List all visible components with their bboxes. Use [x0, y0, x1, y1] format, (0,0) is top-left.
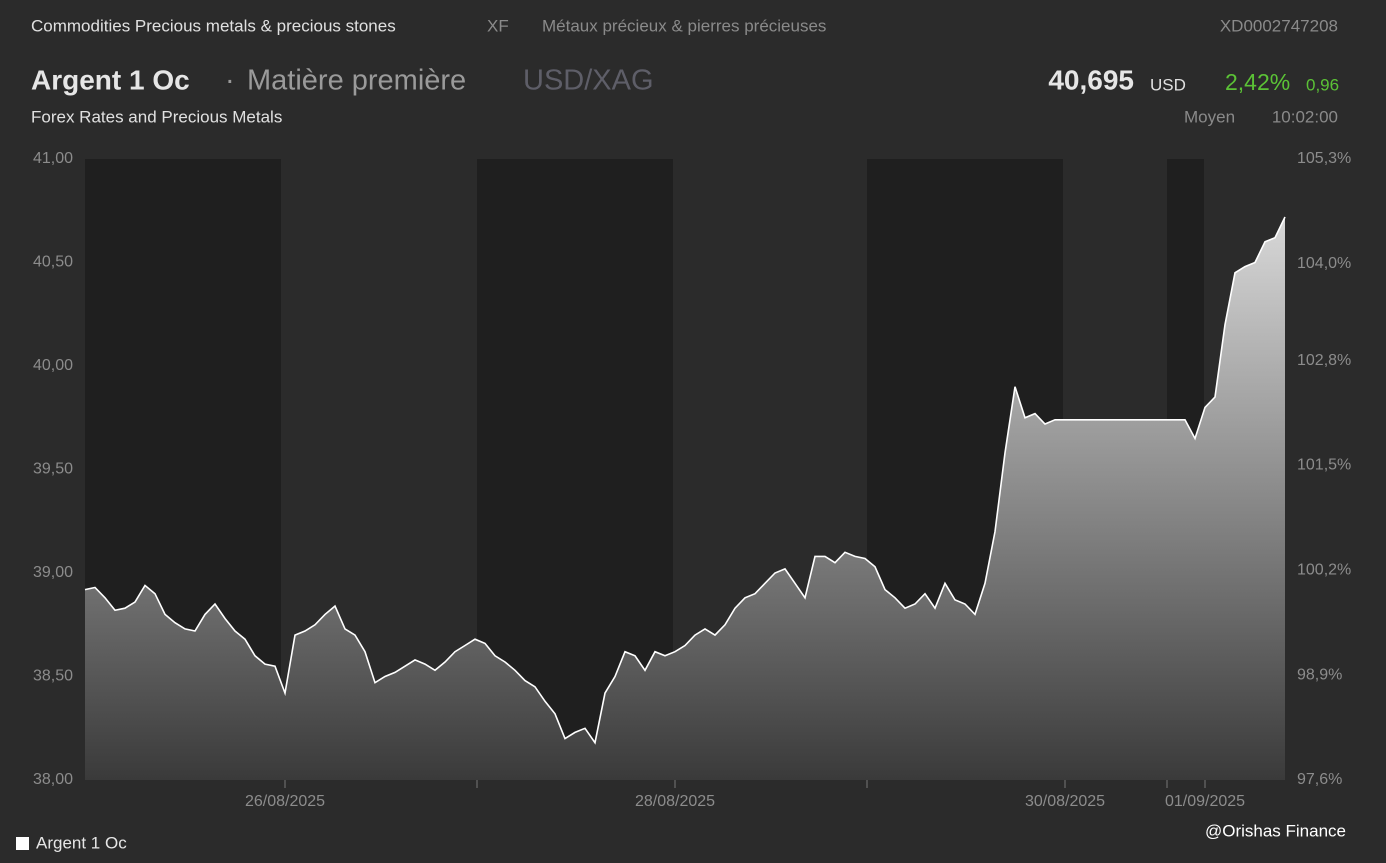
y-tick-label: 39,00	[33, 564, 73, 581]
y-tick-label: 39,50	[33, 461, 73, 478]
currency: USD	[1150, 75, 1186, 94]
y-tick-label: 40,50	[33, 254, 73, 271]
y2-tick-label: 98,9%	[1297, 666, 1342, 683]
y2-tick-label: 101,5%	[1297, 457, 1351, 474]
y-tick-label: 41,00	[33, 150, 73, 167]
y2-tick-label: 102,8%	[1297, 352, 1351, 369]
source: Forex Rates and Precious Metals	[31, 107, 282, 126]
area-fill	[85, 217, 1285, 780]
price-line	[84, 216, 1286, 745]
breadcrumb[interactable]: Métaux précieux & pierres précieuses	[542, 16, 826, 35]
y2-tick-label: 104,0%	[1297, 255, 1351, 272]
breadcrumb[interactable]: XF	[487, 16, 509, 35]
y2-tick-label: 105,3%	[1297, 150, 1351, 167]
legend-label[interactable]: Argent 1 Oc	[36, 833, 127, 852]
unlabeled-ticks	[476, 780, 1168, 788]
change: 0,96	[1306, 75, 1339, 94]
isin: XD0002747208	[1220, 16, 1338, 35]
x-tick-label: 30/08/2025	[1025, 793, 1105, 810]
price-type: Moyen	[1184, 107, 1235, 126]
pair: USD/XAG	[523, 65, 654, 97]
legend-swatch	[16, 837, 29, 850]
category: Matière première	[247, 65, 466, 97]
x-tick-label: 01/09/2025	[1165, 793, 1245, 810]
x-tick-label: 28/08/2025	[635, 793, 715, 810]
price: 40,695	[1048, 64, 1134, 95]
instrument-name: Argent 1 Oc	[31, 64, 190, 95]
y-tick-label: 38,50	[33, 668, 73, 685]
y2-tick-label: 97,6%	[1297, 771, 1342, 788]
breadcrumb[interactable]: Commodities Precious metals & precious s…	[31, 16, 396, 35]
y-tick-label: 40,00	[33, 357, 73, 374]
time: 10:02:00	[1272, 107, 1338, 126]
y2-tick-label: 100,2%	[1297, 562, 1351, 579]
x-tick-label: 26/08/2025	[245, 793, 325, 810]
y-tick-label: 38,00	[33, 771, 73, 788]
change-pct: 2,42%	[1225, 69, 1290, 95]
separator-dot: ·	[225, 65, 235, 97]
watermark: @Orishas Finance	[1205, 821, 1346, 840]
